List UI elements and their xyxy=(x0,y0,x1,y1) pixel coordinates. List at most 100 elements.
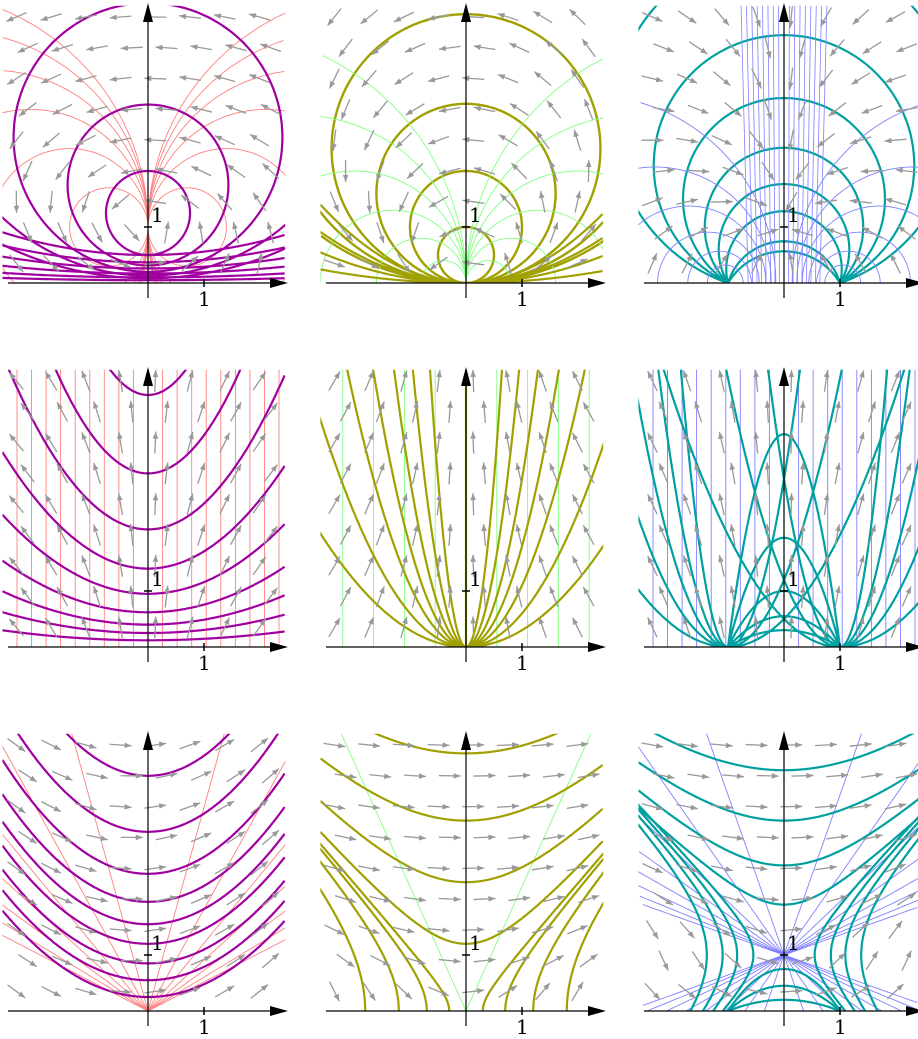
field-arrow xyxy=(694,401,703,423)
field-arrow xyxy=(573,129,582,151)
level-curve xyxy=(839,249,851,284)
field-arrow xyxy=(44,556,58,576)
field-arrow xyxy=(884,863,906,873)
field-arrow xyxy=(155,895,178,902)
field-arrow xyxy=(41,985,62,997)
field-arrow xyxy=(852,9,870,25)
field-arrow xyxy=(851,984,871,998)
level-curve xyxy=(813,815,918,1012)
y-axis-arrowhead xyxy=(143,367,153,386)
level-curve xyxy=(725,369,841,648)
field-arrow xyxy=(753,554,759,577)
field-arrow xyxy=(711,985,732,997)
field-arrow xyxy=(473,44,496,51)
level-curve xyxy=(860,837,918,1012)
field-arrow xyxy=(180,194,200,209)
field-arrow xyxy=(164,400,170,423)
field-arrow xyxy=(508,895,531,902)
field-arrow xyxy=(18,830,38,844)
field-arrow xyxy=(375,524,385,546)
field-arrow xyxy=(884,197,907,206)
field-arrow xyxy=(470,493,476,516)
field-arrow xyxy=(155,167,178,174)
field-arrow xyxy=(785,191,798,212)
field-arrow xyxy=(895,833,918,842)
field-arrow xyxy=(538,616,547,639)
field-arrow xyxy=(252,494,267,514)
field-arrow xyxy=(400,616,408,639)
field-arrow xyxy=(764,523,771,547)
field-arrow xyxy=(481,400,487,423)
level-curve xyxy=(408,169,524,284)
field-arrow xyxy=(44,432,58,453)
field-arrow xyxy=(179,740,201,750)
field-arrow xyxy=(849,741,872,748)
field-arrow xyxy=(111,194,130,210)
field-arrow xyxy=(93,401,101,423)
field-arrow xyxy=(549,160,559,182)
field-arrow xyxy=(128,400,135,423)
field-arrow xyxy=(729,524,736,546)
field-arrow xyxy=(411,400,419,423)
field-arrow xyxy=(427,742,450,748)
field-arrow xyxy=(834,462,841,485)
field-arrow xyxy=(226,164,246,178)
field-arrow xyxy=(582,586,595,607)
level-curve xyxy=(465,369,540,648)
field-arrow xyxy=(427,803,450,810)
field-arrow xyxy=(645,920,659,940)
level-curve xyxy=(346,369,467,648)
field-arrow xyxy=(7,738,26,752)
field-arrow xyxy=(261,952,280,969)
field-arrow xyxy=(819,253,833,274)
panel-plot xyxy=(638,367,918,662)
field-arrow xyxy=(481,585,487,608)
field-arrow xyxy=(647,555,658,577)
field-arrow xyxy=(582,401,595,422)
field-line xyxy=(791,105,918,284)
field-arrow xyxy=(901,524,912,546)
field-arrow xyxy=(152,616,159,639)
level-curve xyxy=(829,820,918,1012)
field-arrow xyxy=(370,955,391,967)
field-arrow xyxy=(256,252,264,275)
field-arrow xyxy=(230,463,242,484)
field-arrow xyxy=(364,555,375,577)
field-arrow xyxy=(375,401,385,423)
field-arrow xyxy=(676,198,698,205)
field-arrow xyxy=(834,400,841,423)
field-arrow xyxy=(155,833,178,841)
field-arrow xyxy=(687,834,710,841)
level-curve xyxy=(727,369,843,648)
field-arrow xyxy=(358,865,381,872)
field-arrow xyxy=(260,43,282,53)
y-axis-arrowhead xyxy=(461,3,471,22)
field-arrow xyxy=(405,103,425,116)
panel-plot xyxy=(2,731,288,1026)
curve-layer xyxy=(2,369,286,647)
field-arrow xyxy=(186,370,194,392)
field-line xyxy=(320,116,467,284)
field-arrow xyxy=(86,772,108,780)
field-arrow xyxy=(250,984,269,999)
field-arrow xyxy=(230,401,242,422)
field-arrow xyxy=(581,38,596,58)
field-arrow xyxy=(823,431,830,454)
x-axis-arrowhead xyxy=(906,642,918,652)
field-arrow xyxy=(852,921,870,938)
field-arrow xyxy=(508,834,531,840)
field-arrow xyxy=(694,462,703,485)
field-arrow xyxy=(579,953,598,968)
field-arrow xyxy=(109,804,132,810)
field-arrow xyxy=(791,895,814,902)
field-arrow xyxy=(857,493,865,515)
field-arrow xyxy=(57,222,68,243)
field-arrow xyxy=(197,524,206,546)
field-arrow xyxy=(110,258,132,269)
field-arrow xyxy=(261,768,280,784)
level-curve xyxy=(717,183,851,284)
field-arrow xyxy=(190,105,213,113)
level-curve xyxy=(320,416,467,648)
level-curve xyxy=(638,761,918,822)
